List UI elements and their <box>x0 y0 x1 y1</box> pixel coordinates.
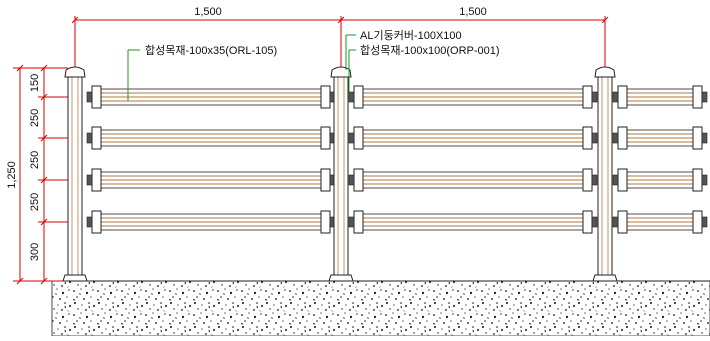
rail-fastener <box>348 174 355 186</box>
fence-rails <box>86 85 708 234</box>
rail-fastener <box>86 174 93 186</box>
post-base <box>592 274 618 282</box>
rail <box>612 85 708 109</box>
rail-fastener <box>348 91 355 103</box>
rail-fastener <box>612 216 619 228</box>
rail <box>348 126 598 150</box>
rail-fastener <box>701 216 708 228</box>
rail-bracket <box>692 168 703 192</box>
rail-fastener <box>701 91 708 103</box>
post-cap <box>594 66 616 78</box>
rail-bracket <box>320 85 331 109</box>
post-base <box>62 274 88 282</box>
rail <box>612 210 708 234</box>
rail-bracket <box>617 210 628 234</box>
rail-bracket <box>353 210 364 234</box>
post-body <box>597 75 613 277</box>
post <box>62 66 88 282</box>
rail <box>612 168 708 192</box>
rail-bracket <box>692 85 703 109</box>
rail-fastener <box>701 132 708 144</box>
rail-fastener <box>86 216 93 228</box>
gravel-ground <box>51 280 710 337</box>
rail <box>86 168 336 192</box>
rail-fastener <box>86 91 93 103</box>
post-body <box>67 75 83 277</box>
rail-fastener <box>591 91 598 103</box>
rail-bracket <box>353 85 364 109</box>
rail <box>348 210 598 234</box>
fence-posts <box>62 66 618 282</box>
rail-fastener <box>348 216 355 228</box>
rail-bracket <box>353 126 364 150</box>
rail <box>86 126 336 150</box>
rail-fastener <box>591 174 598 186</box>
rail-callout: 합성목재-100x35(ORL-105) <box>145 44 277 57</box>
rail-fastener <box>612 174 619 186</box>
rail-fastener <box>348 132 355 144</box>
rail-bracket <box>91 168 102 192</box>
rail-bracket <box>582 210 593 234</box>
post-cap <box>64 66 86 78</box>
rail <box>86 210 336 234</box>
post-base <box>328 274 354 282</box>
total-height-dimension: 1,250 <box>6 161 18 189</box>
span-left-dimension: 1,500 <box>194 6 222 18</box>
rail-bracket <box>320 168 331 192</box>
rail-bracket <box>692 210 703 234</box>
post <box>328 66 354 282</box>
rail-bracket <box>582 85 593 109</box>
rail-bracket <box>617 126 628 150</box>
segment-dimension-2: 250 <box>29 109 41 127</box>
post-body <box>333 75 349 277</box>
post-callout: 합성목재-100x100(ORP-001) <box>360 44 500 57</box>
rail <box>612 126 708 150</box>
top-dimension <box>71 16 609 68</box>
rail-bracket <box>617 168 628 192</box>
segment-dimension-5: 300 <box>29 243 41 261</box>
rail <box>86 85 336 109</box>
rail-fastener <box>612 91 619 103</box>
rail-bracket <box>617 85 628 109</box>
rail-bracket <box>91 210 102 234</box>
segment-dimension-4: 250 <box>29 193 41 211</box>
rail-bracket <box>582 126 593 150</box>
rail-fastener <box>701 174 708 186</box>
rail-bracket <box>320 126 331 150</box>
rail-fastener <box>86 132 93 144</box>
rail <box>348 168 598 192</box>
rail-bracket <box>91 85 102 109</box>
span-right-dimension: 1,500 <box>459 6 487 18</box>
rail <box>348 85 598 109</box>
rail-bracket <box>582 168 593 192</box>
post-cover-callout: AL기둥커버-100X100 <box>360 29 462 42</box>
rail-fastener <box>591 216 598 228</box>
rail-fastener <box>612 132 619 144</box>
post-cap <box>330 66 352 78</box>
rail-bracket <box>692 126 703 150</box>
rail-bracket <box>91 126 102 150</box>
segment-dimension-3: 250 <box>29 151 41 169</box>
rail-bracket <box>320 210 331 234</box>
post <box>592 66 618 282</box>
segment-dimension-1: 150 <box>29 74 41 92</box>
rail-bracket <box>353 168 364 192</box>
callout-leaders <box>127 34 356 101</box>
rail-fastener <box>591 132 598 144</box>
